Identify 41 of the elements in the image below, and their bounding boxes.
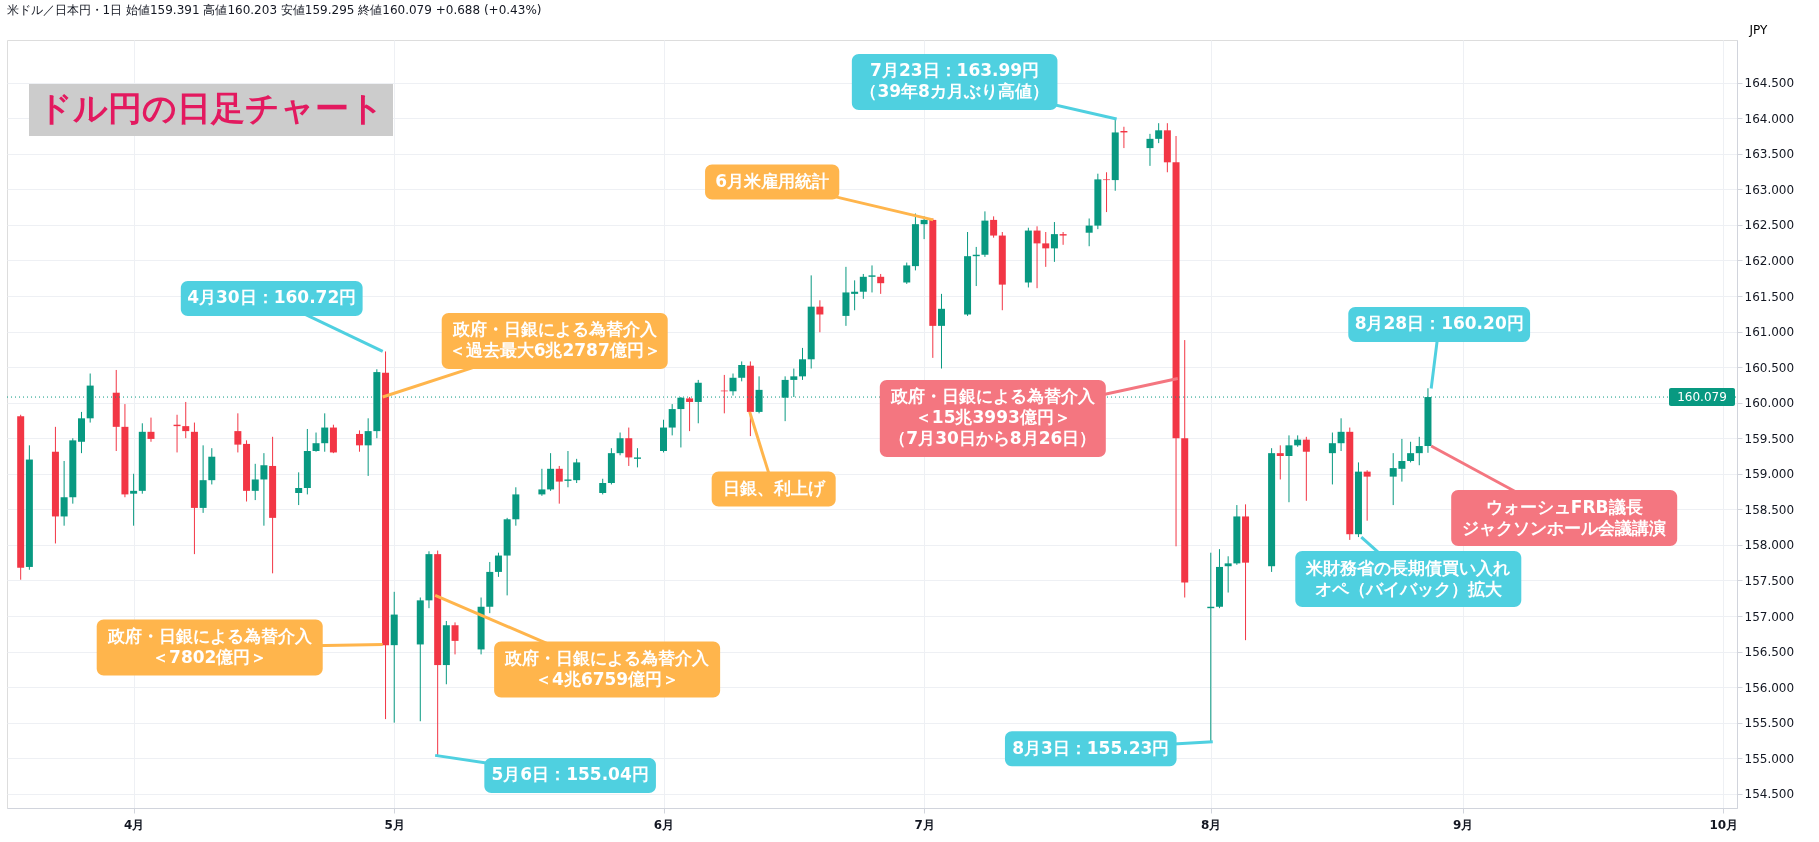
y-tick-label: 158.500 — [1744, 502, 1795, 517]
y-axis-title: JPY — [1748, 22, 1769, 37]
x-tick-label: 4月 — [123, 817, 145, 832]
y-tick-label: 160.500 — [1744, 360, 1795, 375]
ref-line-label: 160.079 — [1677, 390, 1727, 405]
annotation: ウォーシュFRB議長ジャクソンホール会議講演 — [1462, 496, 1667, 538]
y-tick-label: 157.500 — [1744, 573, 1795, 588]
y-tick-label: 155.500 — [1744, 716, 1795, 731]
x-tick-label: 10月 — [1709, 817, 1739, 832]
x-tick-label: 7月 — [914, 817, 935, 832]
annotation: 6月米雇用統計 — [715, 170, 830, 191]
annotation: 日銀、利上げ — [722, 477, 826, 498]
annotation: 政府・日銀による為替介入＜15兆3993億円＞（7月30日から8月26日） — [889, 386, 1097, 449]
y-tick-label: 155.000 — [1744, 751, 1795, 766]
y-tick-label: 161.000 — [1744, 325, 1795, 340]
x-tick-label: 6月 — [653, 817, 675, 832]
annotation: 4月30日：160.72円 — [187, 287, 357, 308]
y-tick-label: 160.000 — [1744, 396, 1795, 411]
annotation: 7月23日：163.99円（39年8カ月ぶり高値） — [860, 60, 1049, 102]
y-tick-label: 156.000 — [1744, 680, 1795, 695]
y-tick-label: 161.500 — [1744, 289, 1795, 304]
chart-subtitle: 米ドル／日本円・1日 始値159.391 高値160.203 安値159.295 終値160.079 +0.688 (+0.43%) — [6, 3, 542, 17]
annotation: 政府・日銀による為替介入＜過去最大6兆2787億円＞ — [448, 319, 661, 361]
y-tick-label: 156.500 — [1744, 645, 1795, 660]
y-tick-label: 159.000 — [1744, 467, 1795, 482]
y-tick-label: 164.000 — [1744, 111, 1795, 126]
x-tick-label: 8月 — [1201, 817, 1222, 832]
y-tick-label: 157.000 — [1744, 609, 1795, 624]
y-tick-label: 163.500 — [1744, 147, 1795, 162]
x-tick-label: 9月 — [1453, 817, 1474, 832]
annotation: 8月28日：160.20円 — [1354, 313, 1524, 334]
y-tick-label: 158.000 — [1744, 538, 1795, 553]
y-tick-label: 164.500 — [1744, 76, 1795, 91]
y-tick-label: 154.500 — [1744, 787, 1795, 802]
y-tick-label: 163.000 — [1744, 182, 1795, 197]
x-tick-label: 5月 — [384, 817, 405, 832]
y-tick-label: 159.500 — [1744, 431, 1795, 446]
y-tick-label: 162.000 — [1744, 253, 1795, 268]
annotation: 政府・日銀による為替介入＜4兆6759億円＞ — [504, 647, 711, 689]
y-tick-label: 162.500 — [1744, 218, 1795, 233]
text: ドル円の日足チャート — [38, 88, 384, 128]
